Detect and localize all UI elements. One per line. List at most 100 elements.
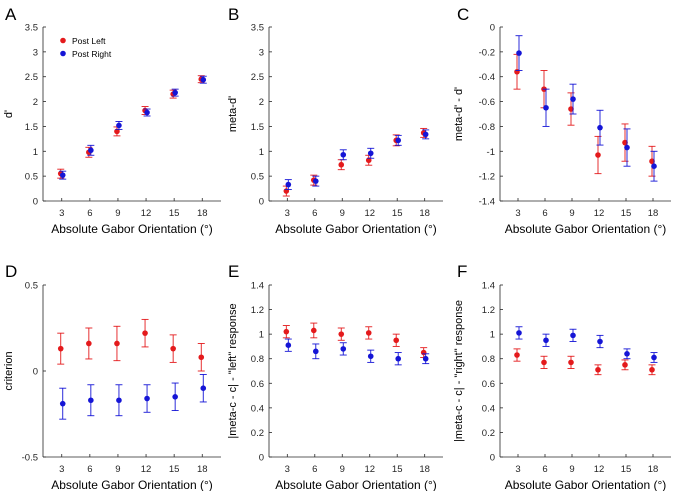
y-axis-label: d': [3, 110, 15, 118]
x-tick-label: 15: [392, 208, 403, 219]
series-post-right: [284, 338, 430, 366]
panel-label: F: [457, 262, 467, 281]
x-axis-label: Absolute Gabor Orientation (°): [275, 222, 437, 236]
data-point: [597, 338, 603, 345]
panel-c: C -1.4 -1.2 -1 -0.8 -0.6 -0.4 -0.2 0 3 6 9 12 15 18 Abs…: [453, 5, 671, 236]
data-point: [170, 345, 176, 352]
x-tick-label: 3: [285, 464, 290, 475]
y-tick-label: 0: [33, 367, 38, 378]
data-point: [312, 178, 319, 184]
y-tick-label: 0.5: [25, 172, 38, 183]
x-tick-label: 3: [515, 208, 520, 219]
data-point: [622, 362, 628, 368]
data-point: [570, 96, 576, 102]
y-tick-label: 1.2: [482, 305, 495, 316]
y-tick-label: 1.5: [25, 122, 38, 133]
y-tick-label: -0.4: [479, 72, 495, 83]
y-tick-label: -0.8: [479, 122, 495, 133]
y-tick-label: 0: [33, 197, 38, 208]
y-tick-label: 2: [33, 97, 38, 108]
panel-label: D: [5, 262, 17, 281]
y-tick-label: 1: [33, 147, 38, 158]
x-tick-label: 15: [621, 464, 632, 475]
y-tick-label: 0.6: [482, 379, 495, 390]
data-point: [57, 345, 64, 352]
x-tick-label: 9: [340, 464, 345, 475]
data-point: [283, 328, 290, 335]
data-point: [568, 359, 574, 366]
y-tick-label: 3: [259, 47, 264, 58]
data-point: [624, 144, 630, 151]
y-tick-label: -1: [487, 147, 495, 158]
x-tick-label: 12: [594, 208, 605, 219]
data-point: [516, 330, 522, 336]
panel-label: E: [228, 262, 239, 281]
y-tick-label: 0: [490, 453, 495, 464]
y-tick-label: 0.8: [482, 354, 495, 365]
data-point: [172, 89, 178, 96]
y-tick-label: -1.4: [479, 197, 495, 208]
y-tick-label: 1.5: [251, 122, 264, 133]
y-tick-label: -0.6: [479, 97, 495, 108]
data-point: [649, 158, 655, 165]
y-tick-label: -0.2: [479, 47, 495, 58]
x-tick-label: 12: [141, 464, 152, 475]
y-tick-label: 2.5: [251, 72, 264, 83]
series-post-left: [513, 53, 656, 177]
series-post-left: [282, 322, 428, 358]
data-point: [624, 351, 630, 357]
y-tick-label: 1.4: [251, 281, 264, 292]
x-tick-label: 9: [340, 208, 345, 219]
panel-e: E 0 0.2 0.4 0.6 0.8 1 1.2 1.4 3 6 9 12 15 18 Absolute G…: [227, 262, 443, 491]
y-tick-label: 3.5: [25, 23, 38, 34]
data-point: [516, 50, 522, 56]
data-point: [543, 104, 549, 111]
data-point: [570, 332, 576, 339]
data-point: [422, 131, 429, 138]
data-point: [172, 394, 178, 400]
panel-label: C: [457, 5, 469, 24]
x-tick-label: 6: [312, 464, 317, 475]
y-tick-label: 0.6: [251, 379, 264, 390]
data-point: [59, 172, 66, 178]
x-tick-label: 9: [115, 208, 120, 219]
y-tick-label: 2.5: [25, 72, 38, 83]
y-tick-label: 1: [259, 330, 264, 341]
x-axis-label: Absolute Gabor Orientation (°): [51, 478, 213, 491]
x-tick-label: 3: [285, 208, 290, 219]
series-post-right: [515, 326, 658, 363]
x-tick-label: 3: [59, 464, 64, 475]
x-axis-label: Absolute Gabor Orientation (°): [505, 222, 667, 236]
series-post-left: [57, 75, 205, 179]
series-post-right: [515, 35, 658, 182]
y-tick-label: 0.8: [251, 354, 264, 365]
data-point: [200, 76, 207, 83]
y-tick-label: 2: [259, 97, 264, 108]
x-tick-label: 18: [419, 208, 430, 219]
y-tick-label: 1.2: [251, 305, 264, 316]
data-point: [651, 163, 657, 169]
y-axis-label: criterion: [3, 351, 15, 390]
data-point: [365, 157, 372, 164]
panel-label: A: [5, 5, 17, 24]
data-point: [285, 181, 292, 188]
x-tick-label: 3: [515, 464, 520, 475]
x-tick-label: 18: [648, 208, 659, 219]
data-point: [340, 346, 347, 352]
panel-a: A 0 0.5 1 1.5 2 2.5 3 3.5 3 6 9 12 15 18 Absolute Gabor…: [3, 5, 221, 236]
legend-marker: [60, 37, 66, 44]
x-tick-label: 18: [419, 464, 430, 475]
data-point: [367, 150, 374, 157]
panel-d: D -0.5 0 0.5 3 6 9 12 15 18 Absolute Gabor Orienta…: [3, 262, 221, 491]
data-point: [338, 161, 345, 168]
x-tick-label: 9: [115, 464, 120, 475]
y-axis-label: meta-d' - d': [453, 87, 465, 141]
y-axis-label: |meta-c - c| - "right" response: [453, 300, 465, 442]
panel-b: B 0 0.5 1 1.5 2 2.5 3 3.5 3 6 9 12 15 18 Absolute Gabor…: [227, 5, 443, 236]
data-point: [595, 152, 601, 158]
y-tick-label: 0.4: [251, 403, 264, 414]
x-tick-label: 6: [312, 208, 317, 219]
x-tick-label: 15: [169, 208, 180, 219]
data-point: [200, 385, 207, 392]
x-tick-label: 6: [87, 464, 92, 475]
